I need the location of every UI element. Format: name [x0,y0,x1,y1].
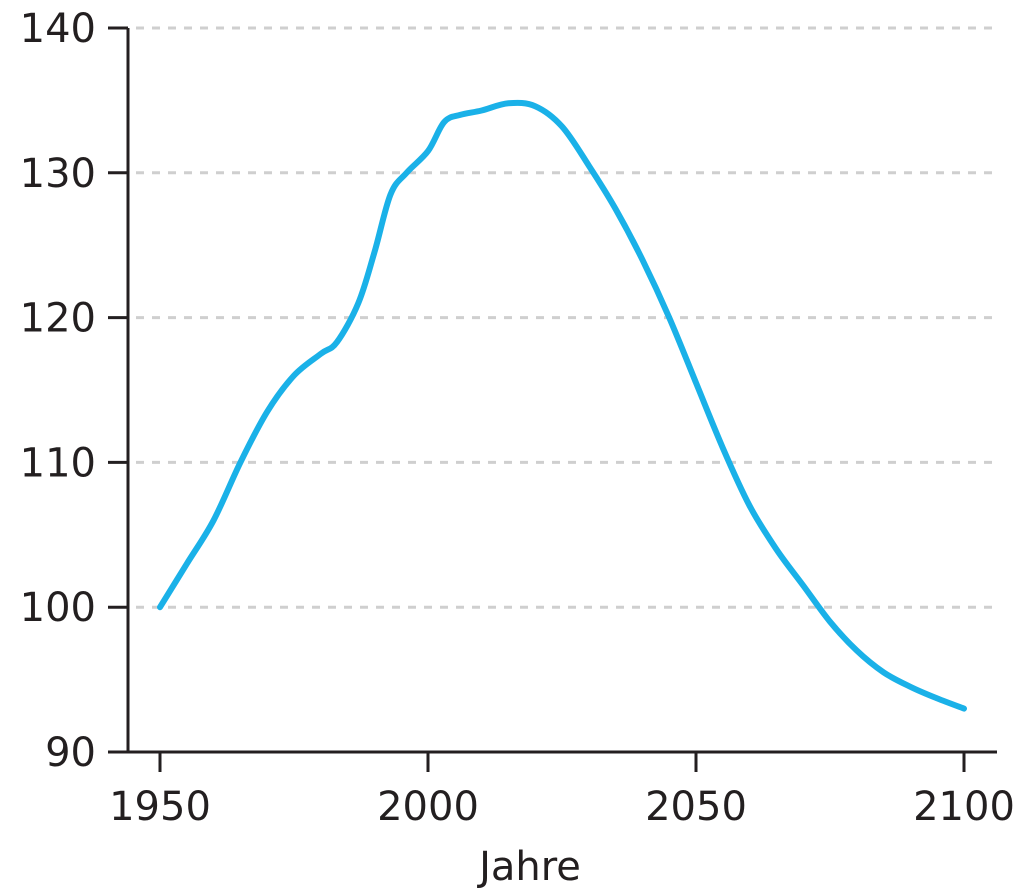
y-tick-label-140: 140 [20,6,96,52]
y-axis-ticks: 90 100 110 120 130 140 [20,6,128,776]
y-tick-label-90: 90 [45,730,96,776]
x-tick-label-1950: 1950 [109,784,211,830]
y-tick-label-100: 100 [20,585,96,631]
y-tick-label-130: 130 [20,151,96,197]
y-tick-label-120: 120 [20,296,96,342]
series-line-0 [157,99,967,712]
y-tick-label-110: 110 [20,440,96,486]
x-tick-label-2100: 2100 [913,784,1015,830]
series-group [157,99,967,712]
x-tick-label-2050: 2050 [645,784,747,830]
axes [108,28,997,754]
x-axis-ticks: 1950 2000 2050 2100 [109,752,1015,830]
gridlines [136,26,997,609]
x-tick-label-2000: 2000 [377,784,479,830]
x-axis-title: Jahre [476,844,581,890]
